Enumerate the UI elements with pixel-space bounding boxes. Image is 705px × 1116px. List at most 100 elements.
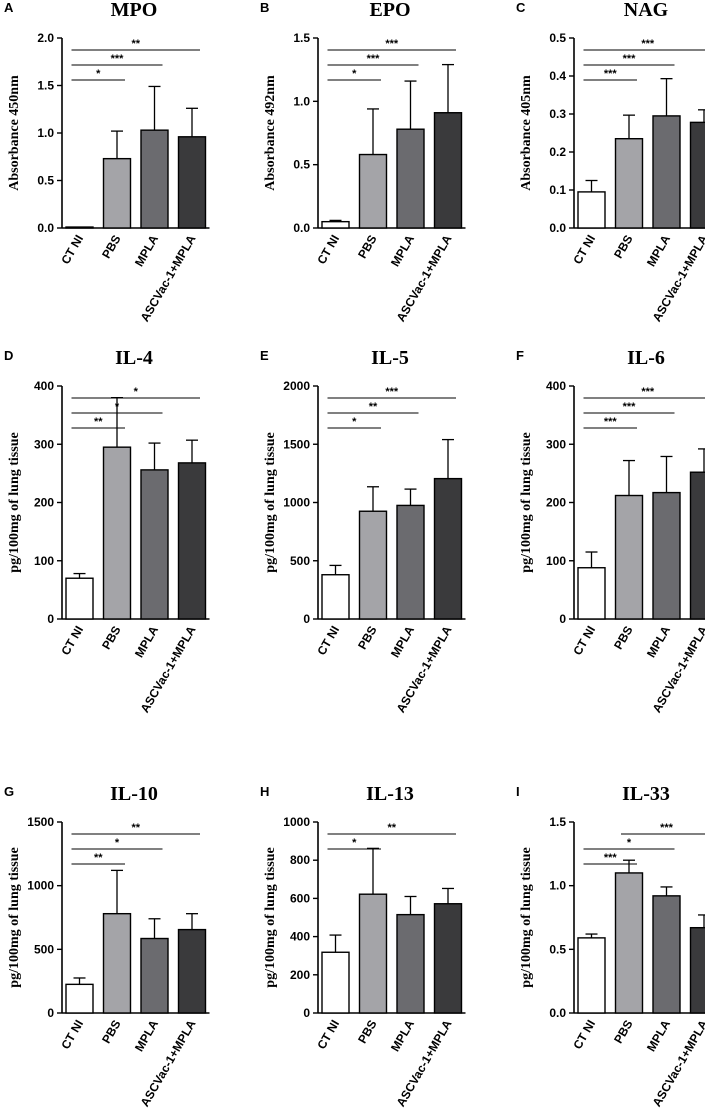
x-tick-label: CT NI <box>570 233 598 267</box>
bar-pbs <box>358 153 388 229</box>
x-tick-label: CT NI <box>314 624 342 658</box>
x-tick-label: MPLA <box>388 623 417 660</box>
y-axis-label: Absorbance 450nm <box>7 75 22 191</box>
x-tick-label: MPLA <box>388 1017 417 1054</box>
y-axis-label: pg/100mg of lung tissue <box>7 847 22 987</box>
panel-letter: B <box>260 0 269 15</box>
panel-letter: C <box>516 0 526 15</box>
significance-label: ** <box>94 852 103 864</box>
bar-ct-ni <box>65 577 94 620</box>
y-tick-label: 0 <box>559 612 566 626</box>
y-tick-label: 400 <box>546 379 566 393</box>
bar-ct-ni <box>577 567 606 620</box>
y-tick-label: 0.0 <box>549 1006 566 1020</box>
significance-label: * <box>115 401 120 413</box>
bar-ct-ni <box>321 574 350 620</box>
panel-f: F IL-6 pg/100mg of lung tissue 0 100 200 300 40… <box>516 347 705 715</box>
bar-mpla <box>140 469 169 620</box>
y-tick-label: 0.5 <box>37 174 54 188</box>
bar-ascvac-1-mpla <box>177 136 207 229</box>
significance-label: * <box>352 68 357 80</box>
bar-ct-ni <box>65 983 94 1014</box>
bar-pbs <box>614 137 644 229</box>
panel-g: G IL-10 pg/100mg of lung tissue 0 500 1000 150… <box>4 783 210 1109</box>
bar-ct-ni <box>321 220 350 229</box>
significance-label: ** <box>131 38 140 50</box>
bar-pbs <box>614 494 644 620</box>
significance-label: * <box>627 837 632 849</box>
y-tick-label: 1000 <box>283 496 310 510</box>
panel-title: IL-10 <box>110 783 158 805</box>
y-tick-label: 1500 <box>283 437 310 451</box>
y-tick-label: 1.5 <box>293 31 310 45</box>
bar-mpla <box>140 129 169 229</box>
significance-label: *** <box>604 852 618 864</box>
panel-letter: E <box>260 348 269 363</box>
y-tick-label: 100 <box>546 554 566 568</box>
bar-ascvac-1-mpla <box>177 928 207 1014</box>
significance-label: *** <box>111 53 125 65</box>
bar-mpla <box>652 115 681 229</box>
significance-label: *** <box>367 53 381 65</box>
x-tick-label: MPLA <box>644 623 673 660</box>
panel-letter: F <box>516 348 524 363</box>
bar-ascvac-1-mpla <box>433 477 463 620</box>
y-tick-label: 0 <box>47 1006 54 1020</box>
x-tick-label: CT NI <box>570 624 598 658</box>
x-tick-label: CT NI <box>58 233 86 267</box>
bar-pbs <box>102 157 132 229</box>
panel-e: E IL-5 pg/100mg of lung tissue 0 500 1000 1500… <box>260 347 466 715</box>
y-tick-label: 0 <box>303 612 310 626</box>
y-tick-label: 1.0 <box>549 879 566 893</box>
y-tick-label: 0.3 <box>549 107 566 121</box>
x-tick-label: MPLA <box>132 623 161 660</box>
x-tick-label: CT NI <box>314 1018 342 1052</box>
significance-label: ** <box>94 416 103 428</box>
significance-label: *** <box>604 68 618 80</box>
significance-label: ** <box>131 822 140 834</box>
y-tick-label: 0.0 <box>37 221 54 235</box>
bar-ascvac-1-mpla <box>689 926 705 1014</box>
y-axis-label: pg/100mg of lung tissue <box>263 847 278 987</box>
significance-label: *** <box>385 386 399 398</box>
bar-ascvac-1-mpla <box>433 903 463 1014</box>
y-tick-label: 200 <box>34 496 54 510</box>
y-tick-label: 1.0 <box>37 126 54 140</box>
panel-i: I IL-33 pg/100mg of lung tissue 0.0 0.5 1.0 1.… <box>516 783 705 1109</box>
panel-title: IL-6 <box>627 347 665 369</box>
y-tick-label: 0.2 <box>549 145 566 159</box>
x-tick-label: MPLA <box>644 1017 673 1054</box>
x-tick-label: PBS <box>99 233 123 261</box>
y-tick-label: 0 <box>47 612 54 626</box>
y-tick-label: 1000 <box>27 879 54 893</box>
panel-d: D IL-4 pg/100mg of lung tissue 0 100 200 300 40… <box>4 347 210 715</box>
panel-b: B EPO Absorbance 492nm 0.0 0.5 1.0 1.5 CT NI PBS… <box>260 0 466 324</box>
panel-title: IL-13 <box>366 783 414 805</box>
y-tick-label: 2000 <box>283 379 310 393</box>
bar-ct-ni <box>577 937 606 1014</box>
significance-label: *** <box>604 416 618 428</box>
panel-a: A MPO Absorbance 450nm 0.0 0.5 1.0 1.5 2.0 CT NI… <box>4 0 210 324</box>
bar-mpla <box>396 913 425 1014</box>
y-axis-label: pg/100mg of lung tissue <box>519 432 534 572</box>
panel-letter: A <box>4 0 14 15</box>
significance-label: * <box>134 386 139 398</box>
x-tick-label: CT NI <box>58 624 86 658</box>
y-tick-label: 0.5 <box>293 158 310 172</box>
y-tick-label: 1500 <box>27 815 54 829</box>
significance-label: *** <box>660 822 674 834</box>
y-tick-label: 0.0 <box>549 221 566 235</box>
significance-label: *** <box>641 386 655 398</box>
bar-pbs <box>102 446 132 620</box>
significance-label: *** <box>623 53 637 65</box>
x-tick-label: PBS <box>99 1018 123 1046</box>
x-tick-label: CT NI <box>58 1018 86 1052</box>
bar-mpla <box>140 937 169 1014</box>
bar-ct-ni <box>321 951 350 1014</box>
y-tick-label: 500 <box>290 554 310 568</box>
bar-ascvac-1-mpla <box>689 471 705 620</box>
y-tick-label: 200 <box>546 496 566 510</box>
panel-letter: D <box>4 348 13 363</box>
x-tick-label: PBS <box>355 1018 379 1046</box>
x-tick-label: CT NI <box>570 1018 598 1052</box>
